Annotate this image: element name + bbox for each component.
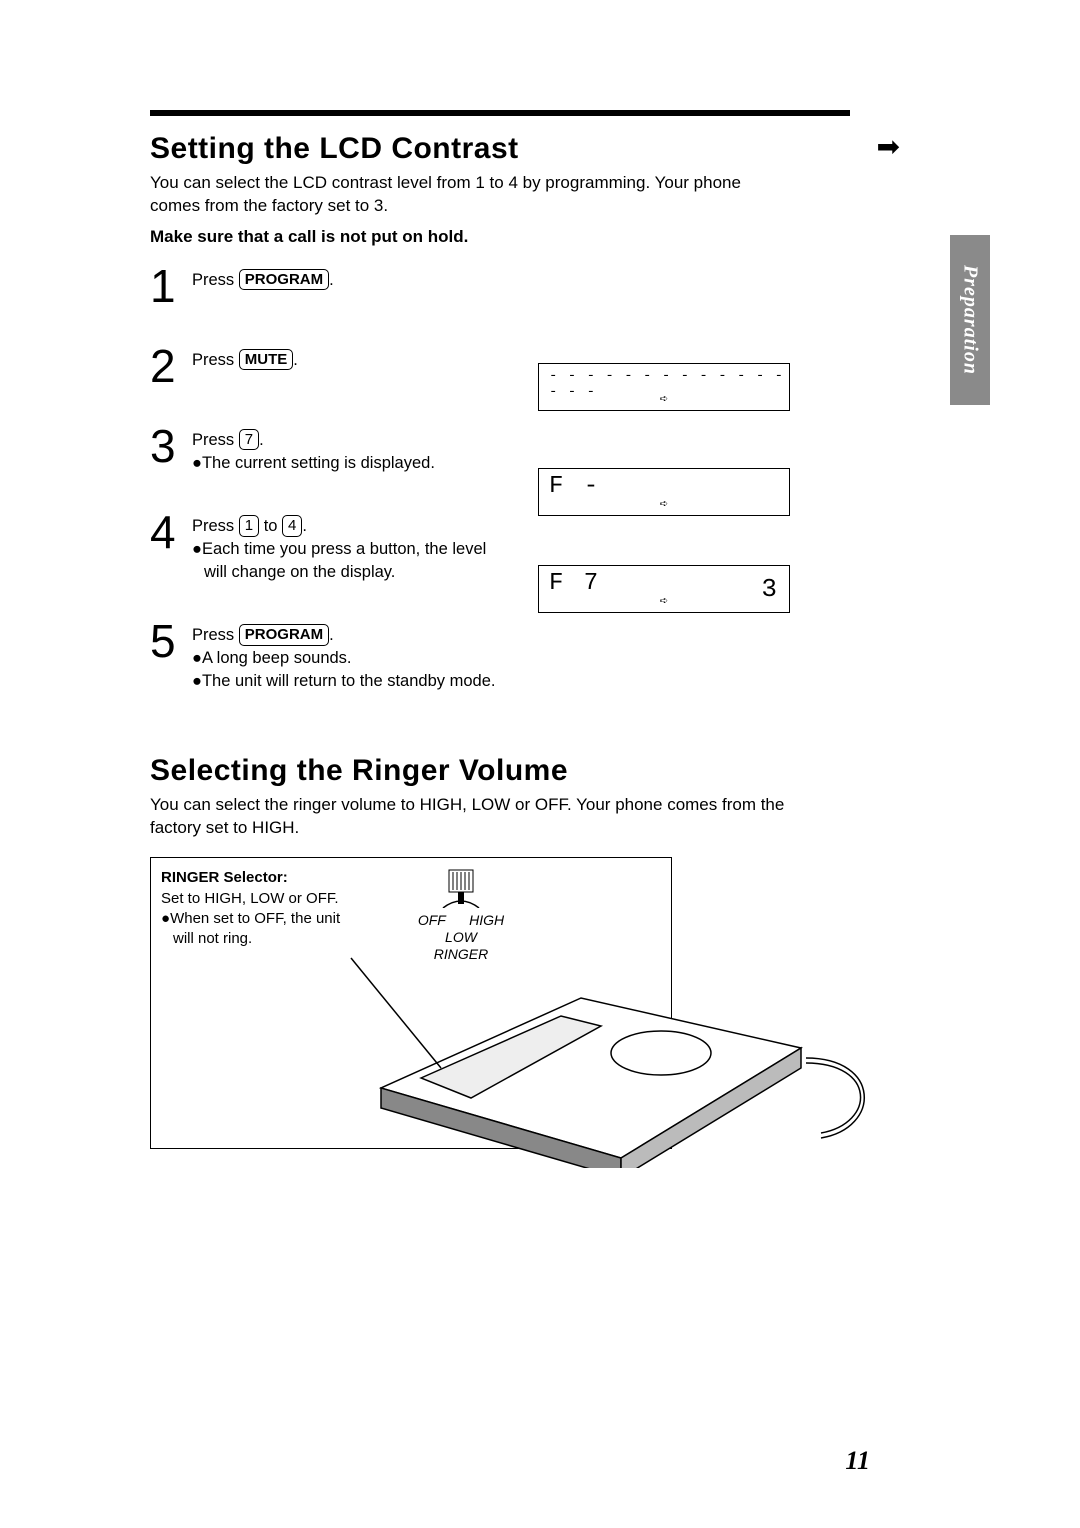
step-text: to: [259, 517, 282, 535]
section-side-tab: Preparation: [950, 235, 990, 405]
step-sub-text: Each time you press a button, the level …: [202, 540, 486, 581]
step-text: .: [329, 626, 334, 644]
program-key: PROGRAM: [239, 269, 329, 291]
step-body: Press 7. ●The current setting is display…: [192, 423, 512, 475]
ringer-selector-body: Set to HIGH, LOW or OFF.: [161, 890, 339, 907]
step-sub: ●Each time you press a button, the level…: [192, 538, 512, 584]
manual-page: ➡ Preparation Setting the LCD Contrast Y…: [0, 0, 1080, 1528]
side-tab-label: Preparation: [959, 265, 982, 375]
step-number: 2: [150, 343, 192, 389]
page-number: 11: [845, 1446, 870, 1476]
step-body: Press MUTE.: [192, 343, 512, 372]
step-sub-text: The unit will return to the standby mode…: [202, 672, 496, 690]
mute-key: MUTE: [239, 349, 294, 371]
ringer-selector-text: RINGER Selector: Set to HIGH, LOW or OFF…: [161, 868, 361, 949]
step-1: 1 Press PROGRAM.: [150, 263, 990, 309]
phone-illustration: [321, 938, 941, 1168]
ringer-note-text: When set to OFF, the unit will not ring.: [170, 910, 340, 947]
ringer-dial-icon: [431, 868, 491, 908]
step-number: 1: [150, 263, 192, 309]
step-text: Press: [192, 431, 239, 449]
lcd2-bot: ➪: [539, 496, 789, 513]
step-text: Press: [192, 626, 239, 644]
high-label: HIGH: [469, 912, 504, 928]
lcd-display-1: - - - - - - - - - - - - - - - - ➪: [538, 363, 790, 411]
section2-intro: You can select the ringer volume to HIGH…: [150, 794, 790, 840]
section1-title: Setting the LCD Contrast: [150, 132, 990, 166]
step-text: Press: [192, 517, 239, 535]
step-number: 5: [150, 618, 192, 664]
section2: Selecting the Ringer Volume You can sele…: [150, 754, 990, 1150]
step-sub-text: A long beep sounds.: [202, 649, 352, 667]
section2-title: Selecting the Ringer Volume: [150, 754, 990, 788]
step-body: Press 1 to 4. ●Each time you press a but…: [192, 509, 512, 584]
step-text: .: [329, 271, 334, 289]
step-text: .: [293, 351, 298, 369]
step-sub-text: The current setting is displayed.: [202, 454, 435, 472]
section1-intro: You can select the LCD contrast level fr…: [150, 172, 790, 218]
step-sub: ●The unit will return to the standby mod…: [192, 670, 512, 693]
step-sub: ●A long beep sounds.: [192, 647, 512, 670]
digit-4-key: 4: [282, 515, 302, 537]
step-5: 5 Press PROGRAM. ●A long beep sounds. ●T…: [150, 618, 990, 693]
off-label: OFF: [418, 912, 446, 928]
continue-arrow: ➡: [877, 130, 900, 163]
ringer-diagram-box: RINGER Selector: Set to HIGH, LOW or OFF…: [150, 857, 672, 1149]
ringer-selector-title: RINGER Selector:: [161, 869, 288, 886]
lcd-display-3: F 7 3 ➪: [538, 565, 790, 613]
step-text: Press: [192, 271, 239, 289]
lcd3-bot: ➪: [539, 593, 789, 610]
section1-caution: Make sure that a call is not put on hold…: [150, 226, 790, 249]
step-text: Press: [192, 351, 239, 369]
step-body: Press PROGRAM.: [192, 263, 512, 292]
step-body: Press PROGRAM. ●A long beep sounds. ●The…: [192, 618, 512, 693]
step-text: .: [302, 517, 307, 535]
step-number: 3: [150, 423, 192, 469]
lcd-display-2: F - ➪: [538, 468, 790, 516]
digit-1-key: 1: [239, 515, 259, 537]
top-rule: [150, 110, 850, 116]
step-number: 4: [150, 509, 192, 555]
step-sub: ●The current setting is displayed.: [192, 452, 512, 475]
program-key: PROGRAM: [239, 624, 329, 646]
step-text: .: [259, 431, 264, 449]
lcd1-bot: ➪: [539, 391, 789, 408]
digit-7-key: 7: [239, 429, 259, 451]
